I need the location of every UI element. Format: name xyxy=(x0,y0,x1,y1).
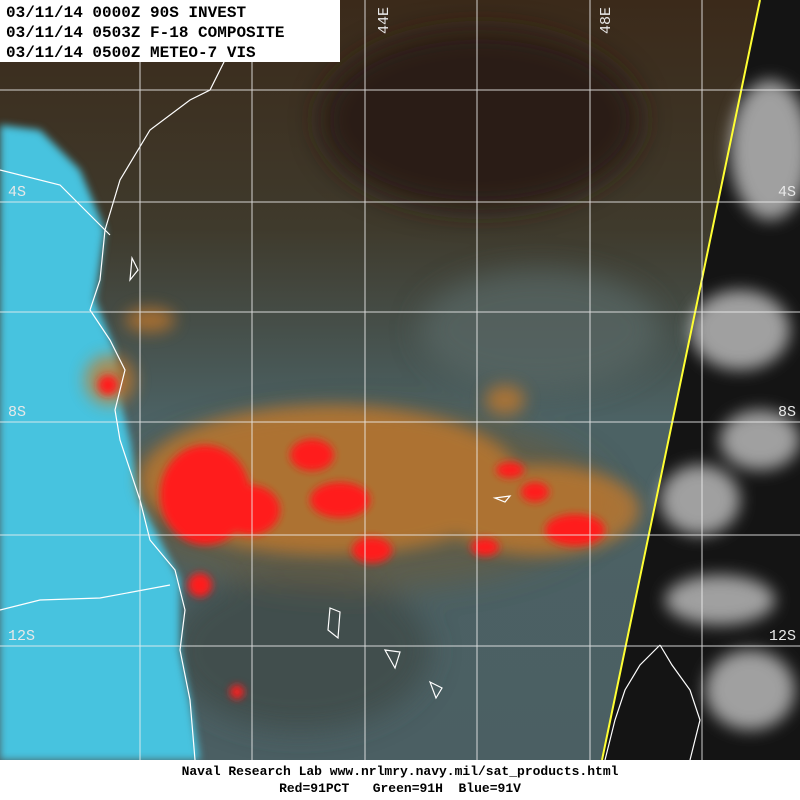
lat-label: 8S xyxy=(8,404,26,421)
header-line: 03/11/14 0500Z METEO-7 VIS xyxy=(6,44,256,62)
lat-lon-grid xyxy=(0,0,800,760)
header-box xyxy=(0,0,340,62)
imagery xyxy=(0,0,800,761)
footer-box xyxy=(0,760,800,800)
header-line: 03/11/14 0000Z 90S INVEST xyxy=(6,4,246,22)
lon-label: 44E xyxy=(376,7,393,34)
footer-line: Naval Research Lab www.nrlmry.navy.mil/s… xyxy=(182,764,619,779)
footer-line: Red=91PCT Green=91H Blue=91V xyxy=(279,781,521,796)
lat-label: 8S xyxy=(778,404,796,421)
lat-label: 4S xyxy=(778,184,796,201)
lat-label: 12S xyxy=(769,628,796,645)
header-line: 03/11/14 0503Z F-18 COMPOSITE xyxy=(6,24,284,42)
lat-label: 12S xyxy=(8,628,35,645)
lat-label: 4S xyxy=(8,184,26,201)
lon-label: 48E xyxy=(598,7,615,34)
